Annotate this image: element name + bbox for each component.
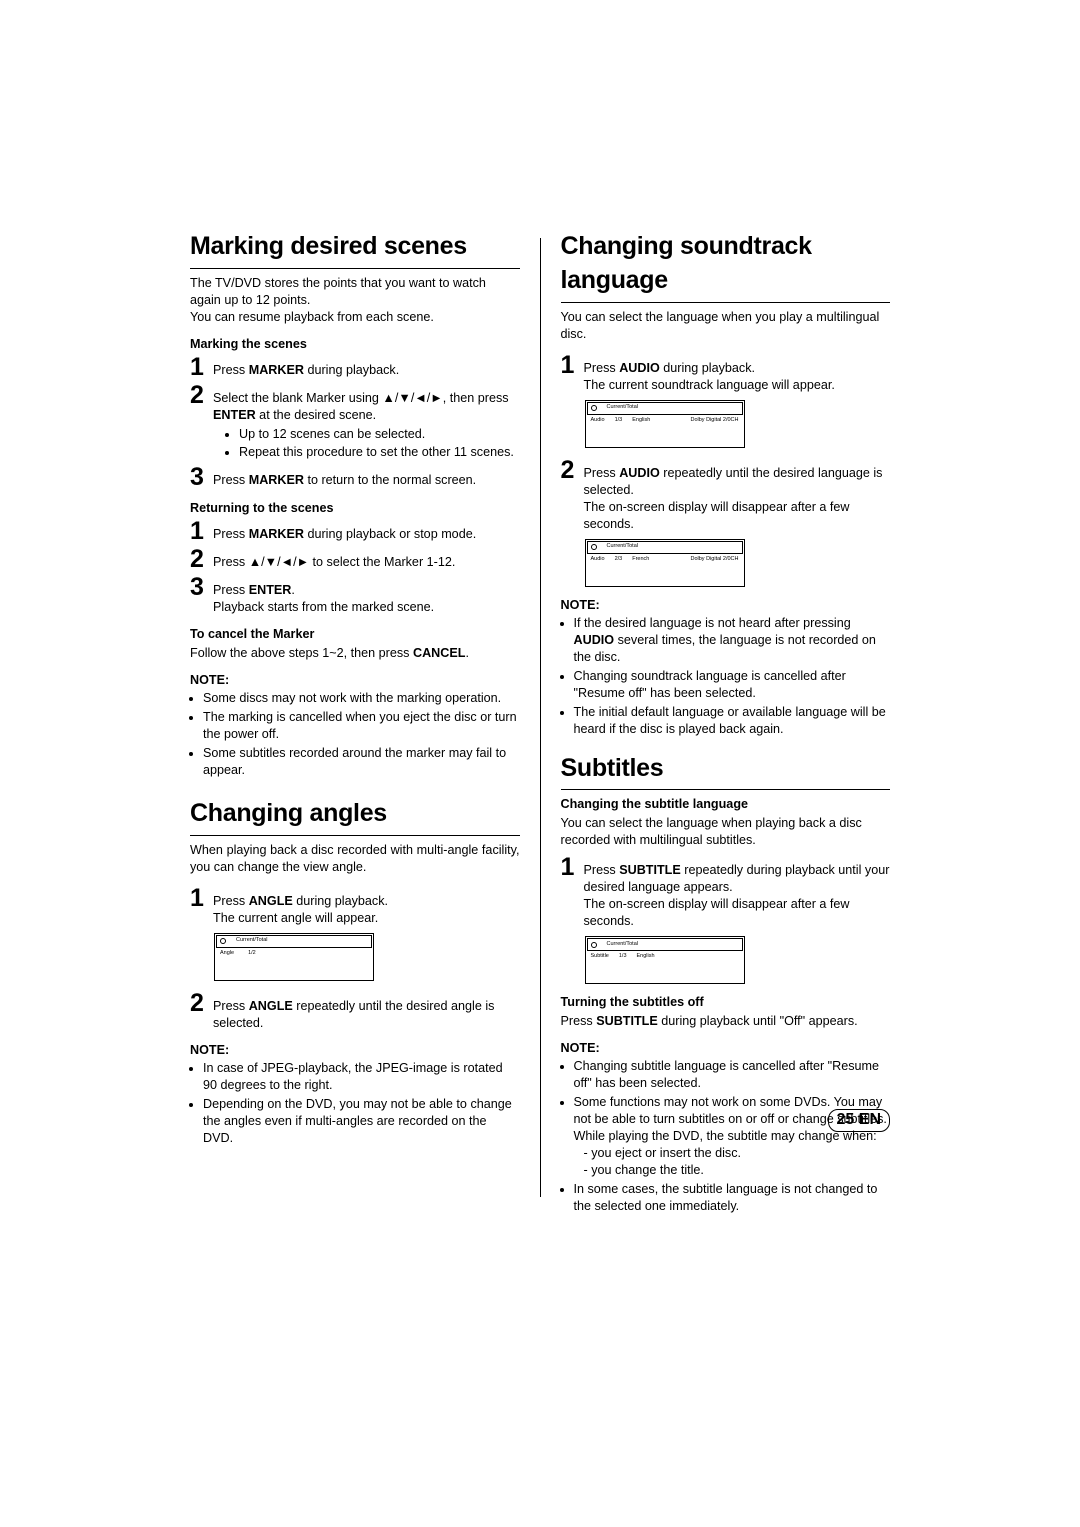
step: 2 Press AUDIO repeatedly until the desir…	[561, 458, 891, 533]
osd-data: Audio 2/3 French Dolby Digital 2/0CH	[587, 554, 743, 565]
step-number: 2	[190, 547, 206, 572]
step-body: Press ANGLE during playback. The current…	[213, 886, 520, 927]
dash-item: you change the title.	[584, 1162, 891, 1179]
step-body: Press AUDIO during playback. The current…	[584, 353, 891, 394]
angles-intro: When playing back a disc recorded with m…	[190, 842, 520, 876]
note: The initial default language or availabl…	[574, 704, 891, 738]
marking-sub3: To cancel the Marker	[190, 626, 520, 643]
osd-angle: Current/Total Angle 1/2	[214, 933, 374, 981]
subtitles-title: Subtitles	[561, 752, 891, 786]
step-number: 1	[190, 355, 206, 380]
divider	[561, 789, 891, 790]
step-number: 3	[190, 465, 206, 490]
note-list: Changing subtitle language is cancelled …	[561, 1058, 891, 1215]
step-number: 2	[561, 458, 577, 483]
step-body: Press ANGLE repeatedly until the desired…	[213, 991, 520, 1032]
osd-data: Angle 1/2	[216, 948, 372, 959]
osd-header: Current/Total	[236, 937, 268, 944]
marking-sub1: Marking the scenes	[190, 336, 520, 353]
step: 1 Press MARKER during playback or stop m…	[190, 519, 520, 544]
note: If the desired language is not heard aft…	[574, 615, 891, 666]
clock-icon	[220, 938, 226, 944]
note-label: NOTE:	[561, 597, 891, 614]
note: Some discs may not work with the marking…	[203, 690, 520, 707]
step: 1 Press ANGLE during playback. The curre…	[190, 886, 520, 927]
marking-title: Marking desired scenes	[190, 230, 520, 264]
step-number: 3	[190, 575, 206, 600]
step-number: 1	[190, 886, 206, 911]
step-number: 2	[190, 383, 206, 408]
note: Changing soundtrack language is cancelle…	[574, 668, 891, 702]
step: 2 Press ANGLE repeatedly until the desir…	[190, 991, 520, 1032]
turnoff-text: Press SUBTITLE during playback until "Of…	[561, 1013, 891, 1030]
osd-row: Current/Total	[587, 402, 743, 415]
step: 2 Press ▲/▼/◄/► to select the Marker 1-1…	[190, 547, 520, 572]
subtitles-sub2: Turning the subtitles off	[561, 994, 891, 1011]
step: 3 Press ENTER. Playback starts from the …	[190, 575, 520, 616]
column-divider	[540, 238, 541, 1197]
step: 1 Press MARKER during playback.	[190, 355, 520, 380]
osd-row: Current/Total	[587, 938, 743, 951]
subtitles-sub1: Changing the subtitle language	[561, 796, 891, 813]
clock-icon	[591, 544, 597, 550]
cancel-text: Follow the above steps 1~2, then press C…	[190, 645, 520, 662]
note: Some functions may not work on some DVDs…	[574, 1094, 891, 1179]
bullet: Up to 12 scenes can be selected.	[239, 426, 520, 443]
note: Some subtitles recorded around the marke…	[203, 745, 520, 779]
step-number: 2	[190, 991, 206, 1016]
step-body: Select the blank Marker using ▲/▼/◄/►, t…	[213, 383, 520, 462]
marking-intro: The TV/DVD stores the points that you wa…	[190, 275, 520, 326]
subtitles-intro: You can select the language when playing…	[561, 815, 891, 849]
osd-row: Current/Total	[587, 541, 743, 554]
dash-item: you eject or insert the disc.	[584, 1145, 891, 1162]
note-label: NOTE:	[190, 672, 520, 689]
divider	[190, 835, 520, 836]
marking-sub2: Returning to the scenes	[190, 500, 520, 517]
note: In case of JPEG-playback, the JPEG-image…	[203, 1060, 520, 1094]
osd-row: Current/Total	[216, 935, 372, 948]
note: Changing subtitle language is cancelled …	[574, 1058, 891, 1092]
osd-data: Audio 1/3 English Dolby Digital 2/0CH	[587, 415, 743, 426]
page-number: 25 EN	[828, 1109, 890, 1132]
step: 2 Select the blank Marker using ▲/▼/◄/►,…	[190, 383, 520, 462]
step-number: 1	[561, 353, 577, 378]
soundtrack-title: Changing soundtrack language	[561, 230, 891, 298]
step: 3 Press MARKER to return to the normal s…	[190, 465, 520, 490]
divider	[190, 268, 520, 269]
step-body: Press MARKER to return to the normal scr…	[213, 465, 520, 489]
osd-subtitle: Current/Total Subtitle 1/3 English	[585, 936, 745, 984]
right-column: Changing soundtrack language You can sel…	[561, 230, 891, 1217]
osd-data: Subtitle 1/3 English	[587, 951, 743, 962]
note: In some cases, the subtitle language is …	[574, 1181, 891, 1215]
step-body: Press MARKER during playback or stop mod…	[213, 519, 520, 543]
step-body: Press AUDIO repeatedly until the desired…	[584, 458, 891, 533]
note: The marking is cancelled when you eject …	[203, 709, 520, 743]
step-number: 1	[190, 519, 206, 544]
divider	[561, 302, 891, 303]
osd-audio-2: Current/Total Audio 2/3 French Dolby Dig…	[585, 539, 745, 587]
step-body: Press ▲/▼/◄/► to select the Marker 1-12.	[213, 547, 520, 571]
step-number: 1	[561, 855, 577, 880]
step-body: Press SUBTITLE repeatedly during playbac…	[584, 855, 891, 930]
step-body: Press MARKER during playback.	[213, 355, 520, 379]
dash-list: you eject or insert the disc. you change…	[574, 1145, 891, 1179]
manual-page: Marking desired scenes The TV/DVD stores…	[0, 0, 1080, 1277]
left-column: Marking desired scenes The TV/DVD stores…	[190, 230, 520, 1217]
bullet: Repeat this procedure to set the other 1…	[239, 444, 520, 461]
note-label: NOTE:	[561, 1040, 891, 1057]
note-list: If the desired language is not heard aft…	[561, 615, 891, 738]
soundtrack-intro: You can select the language when you pla…	[561, 309, 891, 343]
note: Depending on the DVD, you may not be abl…	[203, 1096, 520, 1147]
note-label: NOTE:	[190, 1042, 520, 1059]
step: 1 Press AUDIO during playback. The curre…	[561, 353, 891, 394]
step-body: Press ENTER. Playback starts from the ma…	[213, 575, 520, 616]
note-list: Some discs may not work with the marking…	[190, 690, 520, 779]
step: 1 Press SUBTITLE repeatedly during playb…	[561, 855, 891, 930]
clock-icon	[591, 405, 597, 411]
osd-audio-1: Current/Total Audio 1/3 English Dolby Di…	[585, 400, 745, 448]
angles-title: Changing angles	[190, 797, 520, 831]
note-list: In case of JPEG-playback, the JPEG-image…	[190, 1060, 520, 1147]
clock-icon	[591, 942, 597, 948]
